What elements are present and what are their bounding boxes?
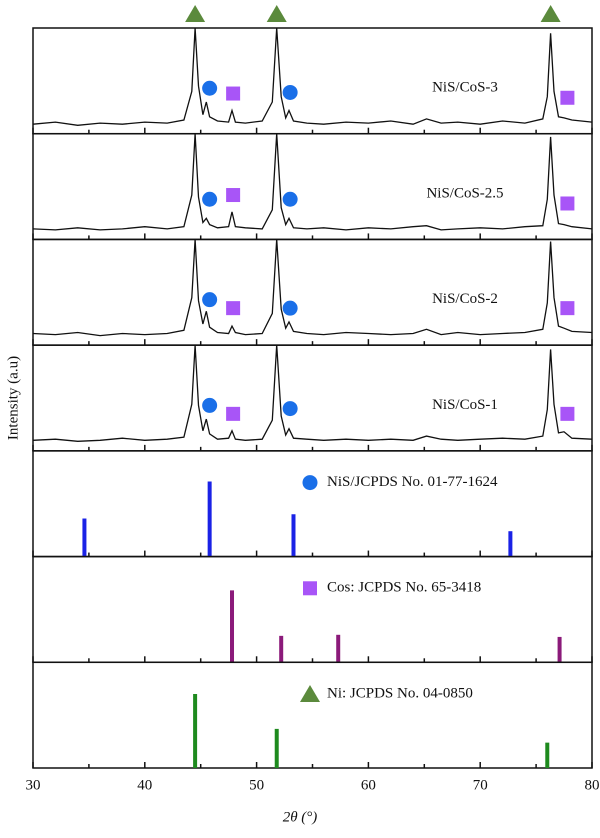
xrd-trace	[32, 345, 593, 442]
phase-marker	[560, 90, 575, 105]
phase-marker	[560, 406, 575, 421]
legend-symbol	[302, 475, 318, 491]
phase-marker	[282, 84, 298, 100]
phase-marker	[202, 80, 218, 96]
panel-label: Cos: JCPDS No. 65-3418	[327, 580, 481, 596]
panel-frame	[32, 132, 593, 241]
phase-marker	[226, 301, 241, 316]
y-axis-label: Intensity (a.u)	[5, 356, 21, 440]
xrd-trace	[32, 27, 593, 126]
panel-frame	[32, 661, 593, 769]
x-tick-label: 80	[585, 777, 600, 793]
panel-label: NiS/CoS-1	[432, 397, 498, 413]
panel-label: Ni: JCPDS No. 04-0850	[327, 685, 473, 701]
legend-symbol	[303, 581, 317, 596]
xrd-trace	[32, 133, 593, 231]
panel-label: NiS/CoS-3	[432, 80, 498, 96]
panel-label: NiS/JCPDS No. 01-77-1624	[327, 474, 498, 490]
top-marker	[540, 5, 561, 22]
phase-marker	[282, 401, 298, 417]
panel-frame	[32, 344, 593, 452]
phase-marker	[282, 300, 298, 316]
phase-marker	[202, 292, 218, 308]
x-tick-label: 50	[249, 777, 264, 793]
phase-marker	[202, 397, 218, 413]
phase-marker	[226, 406, 241, 421]
phase-marker	[560, 301, 575, 316]
phase-marker	[560, 196, 575, 211]
xrd-trace	[32, 239, 593, 337]
phase-marker	[282, 191, 298, 207]
phase-marker	[226, 188, 241, 203]
phase-marker	[202, 191, 218, 207]
panel-label: NiS/CoS-2.5	[426, 185, 503, 201]
x-tick-label: 30	[26, 777, 41, 793]
top-marker	[185, 5, 206, 22]
panel-frame	[32, 238, 593, 346]
panel-label: NiS/CoS-2	[432, 291, 498, 307]
panel-frame	[32, 27, 593, 135]
x-tick-label: 40	[137, 777, 152, 793]
x-tick-label: 70	[473, 777, 488, 793]
panel-frame	[32, 450, 593, 558]
x-tick-label: 60	[361, 777, 376, 793]
panel-frame	[32, 555, 593, 664]
x-axis-label: 2θ (°)	[283, 809, 318, 825]
legend-symbol	[300, 685, 320, 702]
phase-marker	[226, 86, 241, 101]
top-marker	[266, 5, 287, 22]
